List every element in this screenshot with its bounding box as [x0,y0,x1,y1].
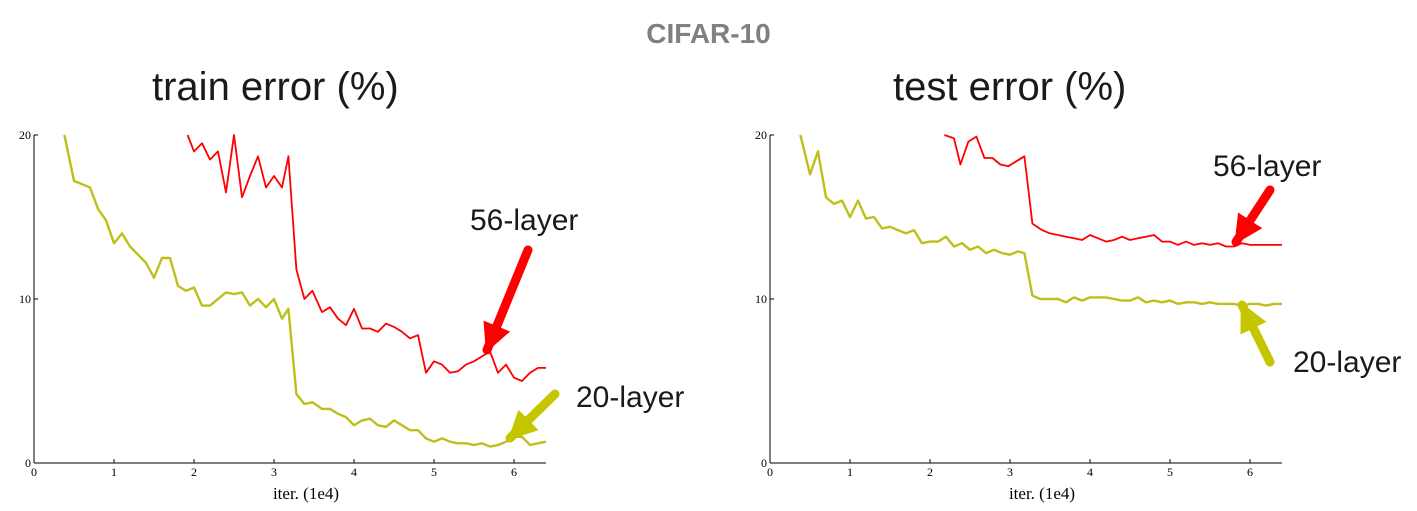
y-tick-label: 20 [19,128,31,142]
test-error-plot: 0 1 2 3 4 5 6 0 10 20 iter. (1e4) 56-layer 20-layer [755,128,1401,503]
test-error-title: test error (%) [893,65,1127,109]
annotation-arrow-56-layer [1231,185,1275,247]
x-tick-label: 5 [431,465,437,479]
x-tick-label: 1 [111,465,117,479]
train-error-plot: 0 1 2 3 4 5 6 0 10 20 iter. (1e4) 56-layer 20-layer [19,128,684,503]
y-tick-label: 20 [755,128,767,142]
x-tick-label: 3 [271,465,277,479]
train-error-title: train error (%) [152,65,399,109]
annotation-arrow-56-layer [482,245,533,355]
y-tick-label: 10 [19,292,31,306]
annotation-arrow-20-layer [505,389,560,443]
x-tick-label: 0 [31,465,37,479]
x-tick-label: 4 [351,465,357,479]
y-tick-label: 0 [25,456,31,470]
x-tick-label: 5 [1167,465,1173,479]
y-tick-label: 0 [761,456,767,470]
x-axis-label: iter. (1e4) [1009,484,1075,503]
x-tick-label: 4 [1087,465,1093,479]
x-tick-label: 2 [191,465,197,479]
x-tick-label: 3 [1007,465,1013,479]
annotation-arrow-20-layer [1237,300,1275,367]
annotation-label-56-layer: 56-layer [470,204,578,237]
annotation-label-20-layer: 20-layer [1293,346,1401,379]
annotation-label-56-layer: 56-layer [1213,150,1321,183]
x-tick-label: 6 [1247,465,1253,479]
y-tick-label: 10 [755,292,767,306]
series-line-20-layer [63,134,547,448]
x-axis-label: iter. (1e4) [273,484,339,503]
x-tick-label: 2 [927,465,933,479]
x-tick-label: 0 [767,465,773,479]
series-line-56-layer [944,134,1282,248]
x-tick-label: 1 [847,465,853,479]
annotation-label-20-layer: 20-layer [576,381,684,414]
series-line-20-layer [799,134,1282,307]
figure-suptitle: CIFAR-10 [646,18,771,49]
x-tick-label: 6 [511,465,517,479]
